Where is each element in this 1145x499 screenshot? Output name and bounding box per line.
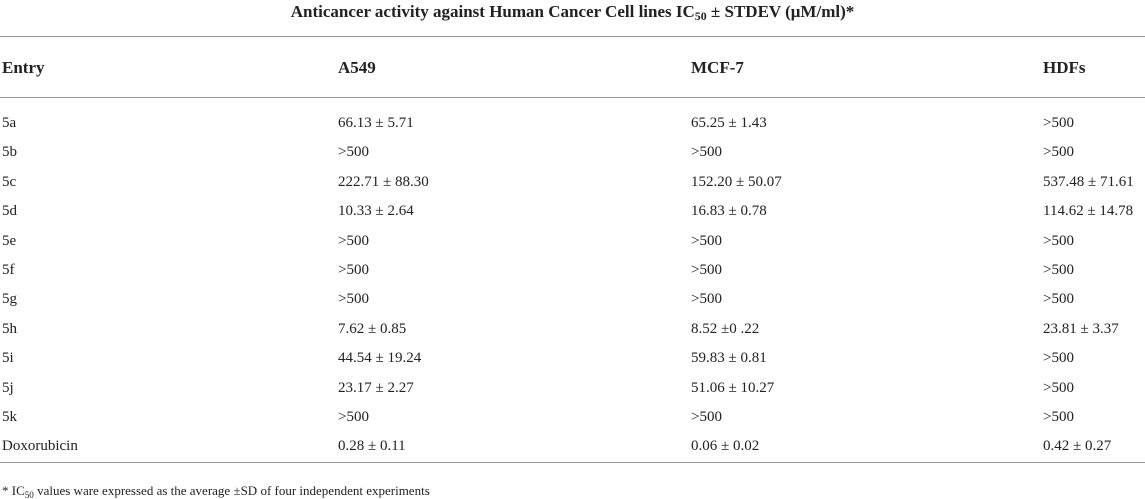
cell: 65.25 ± 1.43	[691, 115, 767, 131]
cell: >500	[691, 262, 722, 278]
cell: >500	[1043, 379, 1074, 396]
row-label: 5g	[2, 291, 17, 308]
cell: >500	[1043, 291, 1074, 308]
rule	[0, 97, 1145, 98]
cell: >500	[338, 144, 369, 161]
text-part: Anticancer activity against Human Cancer…	[290, 2, 695, 21]
column-header: HDFs	[1043, 58, 1086, 77]
cell: 16.83 ± 0.78	[691, 203, 767, 220]
cell: >500	[691, 409, 722, 425]
cell: >500	[338, 232, 369, 249]
row-label: 5k	[2, 409, 17, 425]
cell: 44.54 ± 19.24	[338, 350, 422, 367]
cell: >500	[1043, 144, 1074, 161]
row-label: 5e	[2, 232, 17, 249]
cell: 0.06 ± 0.02	[691, 438, 760, 455]
row-label: 5d	[2, 203, 17, 220]
cell: 0.28 ± 0.11	[338, 438, 406, 455]
column-header: A549	[338, 58, 376, 77]
cell: >500	[691, 144, 722, 161]
cell: 59.83 ± 0.81	[691, 350, 767, 367]
cell: >500	[338, 409, 369, 425]
cell: >500	[691, 232, 722, 249]
cell: >500	[1043, 262, 1074, 278]
row-label: Doxorubicin	[2, 438, 78, 455]
cell: 7.62 ± 0.85	[338, 320, 407, 337]
cell: 222.71 ± 88.30	[338, 173, 429, 190]
cell: 537.48 ± 71.61	[1043, 173, 1134, 190]
text-part: * IC	[2, 483, 25, 498]
rule	[0, 36, 1145, 37]
text-part: values ware expressed as the average ±SD…	[33, 483, 430, 498]
cell: 66.13 ± 5.71	[338, 115, 414, 131]
row-label: 5j	[2, 379, 14, 396]
footnote: * IC50 values ware expressed as the aver…	[2, 482, 430, 499]
cell: 8.52 ±0 .22	[691, 320, 760, 337]
cell: >500	[691, 291, 722, 308]
column-header: MCF-7	[691, 58, 744, 77]
rule	[0, 462, 1145, 463]
text-part: ± STDEV (μM/ml)*	[706, 2, 855, 21]
cell: >500	[338, 262, 369, 278]
cell: 10.33 ± 2.64	[338, 203, 414, 220]
cell: >500	[1043, 350, 1074, 367]
row-label: 5i	[2, 350, 14, 367]
row-label: 5b	[2, 144, 17, 161]
column-header: Entry	[2, 58, 45, 77]
cell: >500	[1043, 409, 1074, 425]
cell: 23.17 ± 2.27	[338, 379, 414, 396]
cell: >500	[1043, 232, 1074, 249]
row-label: 5c	[2, 173, 17, 190]
cell: 114.62 ± 14.78	[1043, 203, 1134, 220]
row-label: 5a	[2, 115, 17, 131]
cell: 51.06 ± 10.27	[691, 379, 775, 396]
cell: >500	[1043, 115, 1074, 131]
row-label: 5f	[2, 262, 15, 278]
cell: >500	[338, 291, 369, 308]
cell: 0.42 ± 0.27	[1043, 438, 1112, 455]
subscript: 50	[24, 490, 34, 499]
cell: 152.20 ± 50.07	[691, 173, 782, 190]
row-label: 5h	[2, 320, 17, 337]
subscript: 50	[694, 9, 707, 23]
cell: 23.81 ± 3.37	[1043, 320, 1119, 337]
table-title: Anticancer activity against Human Cancer…	[0, 2, 1145, 23]
